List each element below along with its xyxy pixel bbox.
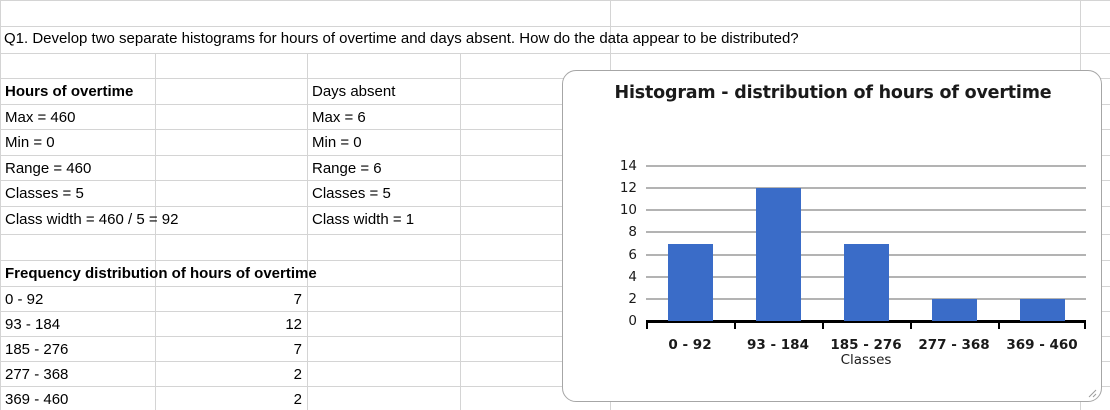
chart-bar[interactable]	[843, 243, 889, 321]
histogram-chart[interactable]: Histogram - distribution of hours of ove…	[562, 70, 1102, 402]
chart-bar[interactable]	[931, 298, 977, 321]
chart-ytick-label: 14	[619, 158, 637, 174]
freq-value-4: 2	[293, 391, 302, 408]
grid-vline	[0, 0, 1, 410]
chart-plot-area: 0 2 4 6 8 10 12 14 0 - 92 93 - 184 185 - 276 277 - …	[620, 159, 1086, 353]
resize-handle-icon[interactable]	[1088, 389, 1097, 398]
freq-class-4: 369 - 460	[5, 391, 69, 408]
chart-xtick-label: 185 - 276	[830, 337, 902, 353]
grid-hline	[0, 234, 1110, 235]
grid-hline	[0, 386, 1110, 387]
question-text: Q1. Develop two separate histograms for …	[4, 30, 799, 47]
chart-ytick-label: 12	[619, 180, 637, 197]
grid-vline	[460, 53, 461, 410]
freq-value-2: 7	[293, 341, 302, 358]
grid-vline	[307, 53, 308, 410]
chart-xtick-label: 277 - 368	[918, 337, 990, 353]
stats-left-min: Min = 0	[5, 134, 55, 151]
stats-right-classes: Classes = 5	[312, 185, 391, 202]
chart-bar[interactable]	[667, 243, 713, 321]
chart-ytick-label: 0	[628, 313, 637, 329]
stats-right-max: Max = 6	[312, 109, 366, 126]
chart-xtick-label: 369 - 460	[1006, 337, 1078, 353]
chart-xtick	[910, 321, 912, 329]
chart-ytick-label: 10	[619, 202, 637, 219]
grid-vline	[155, 53, 156, 410]
chart-gridline	[646, 187, 1086, 190]
grid-hline	[0, 361, 1110, 362]
chart-ytick-label: 4	[628, 268, 637, 285]
chart-xtick	[646, 321, 648, 329]
freq-table-header: Frequency distribution of hours of overt…	[5, 265, 317, 282]
freq-class-1: 93 - 184	[5, 316, 61, 333]
grid-hline	[0, 286, 1110, 287]
grid-hline	[0, 260, 1110, 261]
grid-hline	[0, 78, 1110, 79]
stats-right-min: Min = 0	[312, 134, 362, 151]
grid-hline	[0, 336, 1110, 337]
chart-xtick-label: 93 - 184	[747, 337, 809, 353]
grid-hline	[0, 206, 1110, 207]
grid-hline	[0, 104, 1110, 105]
stats-right-header: Days absent	[312, 83, 396, 100]
stats-left-classes: Classes = 5	[5, 185, 84, 202]
grid-hline	[0, 155, 1110, 156]
grid-hline	[0, 53, 1110, 54]
chart-xtick	[734, 321, 736, 329]
freq-value-1: 12	[285, 316, 302, 333]
stats-right-classwidth: Class width = 1	[312, 211, 415, 228]
freq-class-2: 185 - 276	[5, 341, 69, 358]
chart-ytick-label: 8	[628, 224, 637, 241]
freq-value-3: 2	[293, 366, 302, 383]
stats-left-range: Range = 460	[5, 160, 92, 177]
chart-xtick	[998, 321, 1000, 329]
freq-class-3: 277 - 368	[5, 366, 69, 383]
stats-right-range: Range = 6	[312, 160, 382, 177]
chart-xtick	[1084, 321, 1086, 329]
chart-gridline	[646, 209, 1086, 212]
freq-value-0: 7	[293, 291, 302, 308]
chart-xtick-label: 0 - 92	[668, 337, 712, 353]
chart-ytick-label: 2	[628, 290, 637, 307]
chart-xtick	[822, 321, 824, 329]
grid-hline	[0, 129, 1110, 130]
grid-hline	[0, 26, 1110, 27]
chart-ytick-label: 6	[628, 246, 637, 263]
chart-xaxis-title: Classes	[840, 352, 892, 368]
grid-hline	[0, 0, 1110, 1]
grid-hline	[0, 311, 1110, 312]
chart-gridline	[646, 231, 1086, 234]
chart-bar[interactable]	[755, 188, 801, 321]
chart-xaxis-line	[646, 320, 1086, 323]
stats-left-max: Max = 460	[5, 109, 76, 126]
stats-left-header: Hours of overtime	[5, 83, 134, 100]
grid-hline	[0, 180, 1110, 181]
chart-gridline	[646, 165, 1086, 167]
chart-title: Histogram - distribution of hours of ove…	[614, 83, 1052, 103]
chart-bar[interactable]	[1019, 298, 1065, 321]
stats-left-classwidth: Class width = 460 / 5 = 92	[5, 211, 179, 228]
freq-class-0: 0 - 92	[5, 291, 44, 308]
